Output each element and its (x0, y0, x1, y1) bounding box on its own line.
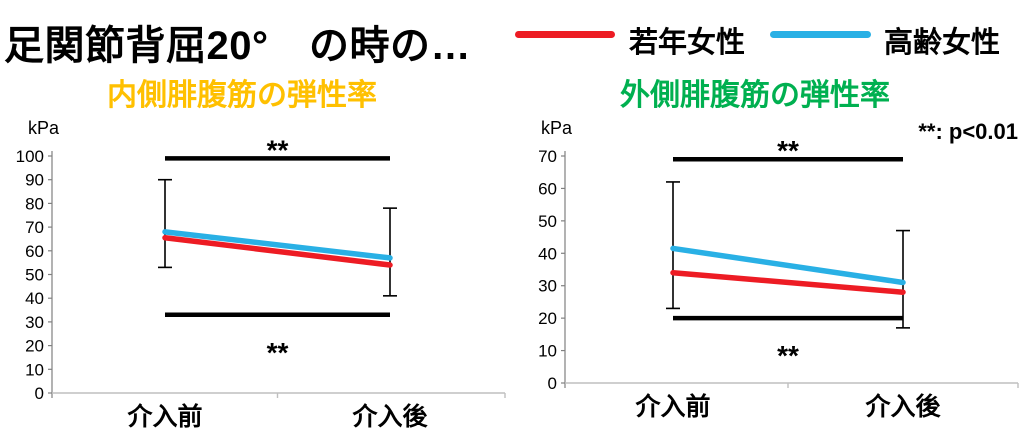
y-tick-label: 90 (25, 171, 44, 190)
x-category-label: 介入前 (634, 392, 710, 421)
y-axis-unit-label: kPa (541, 118, 573, 138)
y-tick-label: 50 (25, 266, 44, 285)
y-tick-label: 30 (538, 277, 557, 296)
y-tick-label: 70 (538, 147, 557, 166)
y-tick-label: 40 (25, 289, 44, 308)
y-tick-label: 10 (25, 360, 44, 379)
significance-asterisks: ** (777, 340, 799, 371)
y-tick-label: 70 (25, 218, 44, 237)
legend-label-elderly-women: 高齢女性 (884, 27, 1001, 59)
y-tick-label: 60 (25, 242, 44, 261)
x-category-label: 介入前 (126, 402, 202, 431)
significance-asterisks: ** (267, 134, 289, 165)
y-tick-label: 20 (538, 309, 557, 328)
y-tick-label: 50 (538, 212, 557, 231)
series-line-2 (670, 245, 906, 286)
legend-line-elderly-women (770, 31, 871, 38)
series-line-2 (162, 229, 393, 261)
y-tick-label: 10 (538, 342, 557, 361)
legend-label-young-women: 若年女性 (629, 27, 746, 59)
p-value-note: **: p<0.01 (918, 119, 1018, 144)
y-tick-label: 30 (25, 313, 44, 332)
chart-title-lateral-gastrocnemius: 外側腓腹筋の弾性率 (620, 79, 890, 112)
y-axis-unit-label: kPa (28, 118, 60, 138)
y-tick-label: 20 (25, 337, 44, 356)
main-title: 足関節背屈20° の時の… (4, 24, 471, 68)
significance-asterisks: ** (267, 337, 289, 368)
x-category-label: 介入後 (351, 403, 428, 431)
significance-asterisks: ** (777, 135, 799, 166)
chart-title-medial-gastrocnemius: 内側腓腹筋の弾性率 (107, 79, 377, 112)
y-tick-label: 60 (538, 179, 557, 198)
y-tick-label: 0 (548, 374, 557, 393)
y-tick-label: 40 (538, 244, 557, 263)
series-line-1 (670, 269, 906, 295)
y-tick-label: 80 (25, 194, 44, 213)
series-line-1 (162, 235, 393, 268)
x-category-label: 介入後 (864, 393, 941, 421)
y-tick-label: 0 (35, 384, 44, 403)
chart-medial-gastrocnemius: 0 10 20 30 40 50 60 70 80 90 100 kPa ** ** 介入前 介入後 (16, 118, 506, 431)
y-tick-label: 100 (16, 147, 44, 166)
chart-lateral-gastrocnemius: 0 10 20 30 40 50 60 70 kPa ** ** 介入前 介入後 **: p<0.01 (538, 118, 1019, 421)
legend-line-young-women (515, 31, 615, 38)
